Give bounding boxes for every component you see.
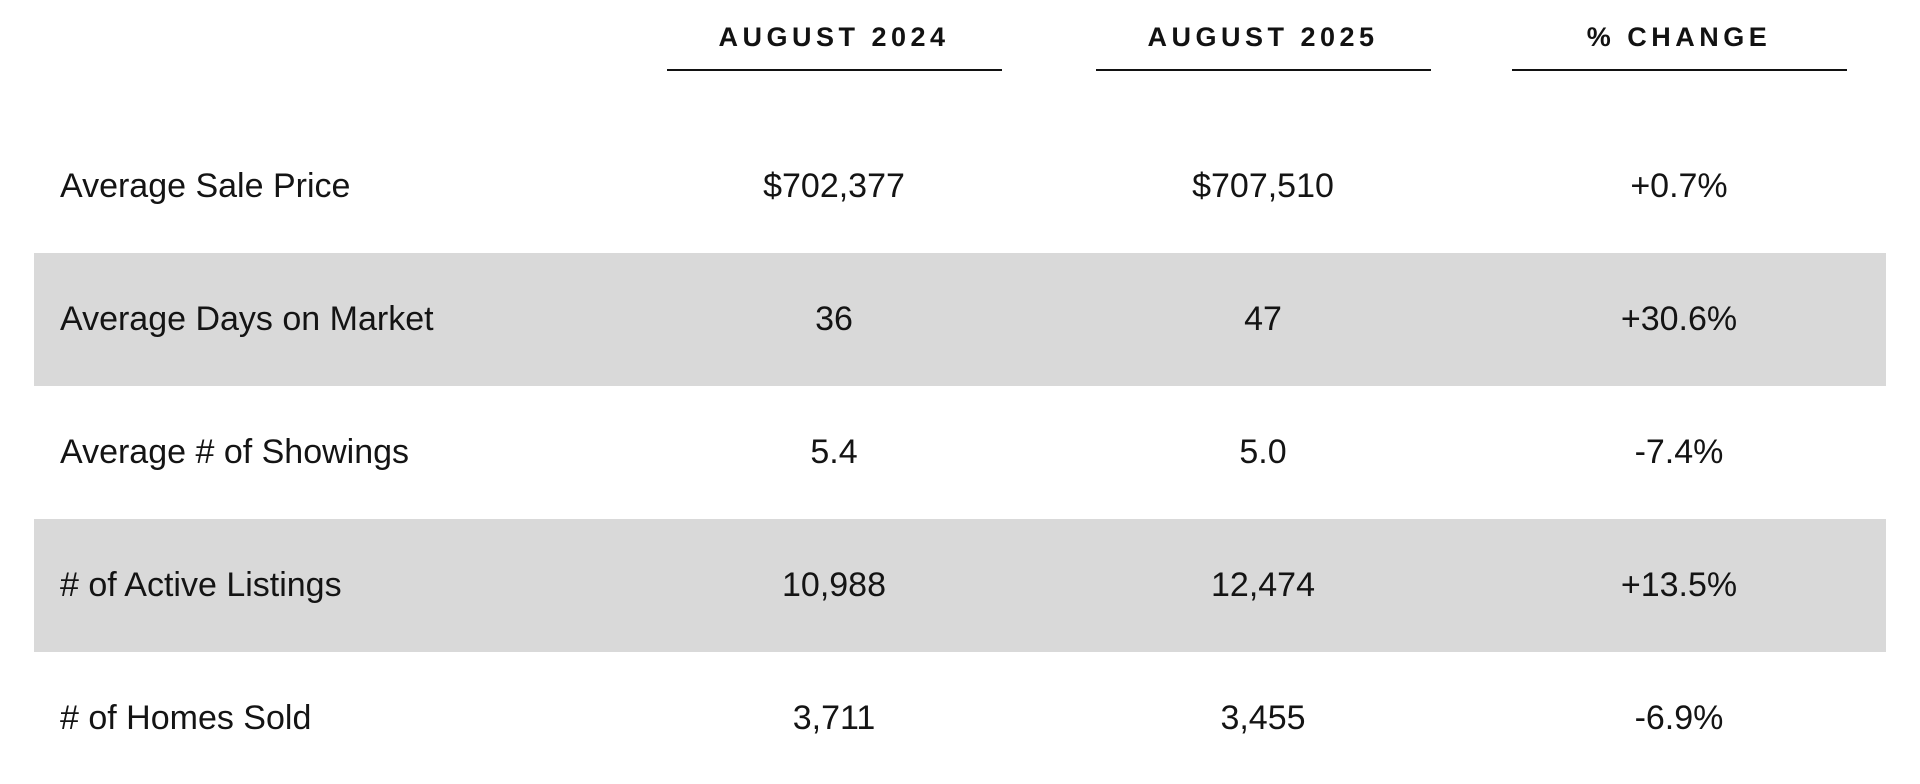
value-pct-change: +13.5%	[1620, 566, 1738, 604]
value-pct-change: +30.6%	[1620, 300, 1738, 338]
row-label: Average Days on Market	[60, 300, 434, 338]
value-pct-change: -6.9%	[1634, 699, 1724, 737]
header-underline	[1095, 69, 1431, 71]
value-august-2024: 36	[815, 300, 853, 338]
column-header-august-2025: AUGUST 2025	[1054, 22, 1472, 71]
table-header-row: AUGUST 2024 AUGUST 2025 % CHANGE	[34, 0, 1886, 120]
value-august-2025: 3,455	[1220, 699, 1306, 737]
column-header-pct-change: % CHANGE	[1472, 22, 1886, 71]
row-label: # of Homes Sold	[60, 699, 312, 737]
table-row-average-sale-price: Average Sale Price $702,377 $707,510 +0.…	[34, 120, 1886, 253]
header-underline	[1511, 69, 1847, 71]
value-pct-change: +0.7%	[1630, 167, 1728, 205]
header-underline	[666, 69, 1002, 71]
table-row-homes-sold: # of Homes Sold 3,711 3,455 -6.9%	[34, 652, 1886, 784]
value-august-2025: 12,474	[1211, 566, 1315, 604]
column-header-label: AUGUST 2024	[718, 22, 950, 52]
row-label: Average Sale Price	[60, 167, 351, 205]
table-row-active-listings: # of Active Listings 10,988 12,474 +13.5…	[34, 519, 1886, 652]
value-august-2025: 5.0	[1239, 433, 1287, 471]
table-row-average-showings: Average # of Showings 5.4 5.0 -7.4%	[34, 386, 1886, 519]
value-august-2024: 5.4	[810, 433, 858, 471]
value-august-2024: 10,988	[782, 566, 886, 604]
value-pct-change: -7.4%	[1634, 433, 1724, 471]
value-august-2024: 3,711	[792, 699, 876, 737]
market-stats-table: AUGUST 2024 AUGUST 2025 % CHANGE Average…	[34, 0, 1886, 784]
column-header-august-2024: AUGUST 2024	[614, 22, 1054, 71]
value-august-2025: 47	[1244, 300, 1282, 338]
column-header-label: AUGUST 2025	[1147, 22, 1379, 52]
row-label: # of Active Listings	[60, 566, 342, 604]
column-header-label: % CHANGE	[1586, 22, 1772, 52]
table-row-average-days-on-market: Average Days on Market 36 47 +30.6%	[34, 253, 1886, 386]
value-august-2024: $702,377	[763, 167, 905, 205]
value-august-2025: $707,510	[1192, 167, 1334, 205]
row-label: Average # of Showings	[60, 433, 410, 471]
